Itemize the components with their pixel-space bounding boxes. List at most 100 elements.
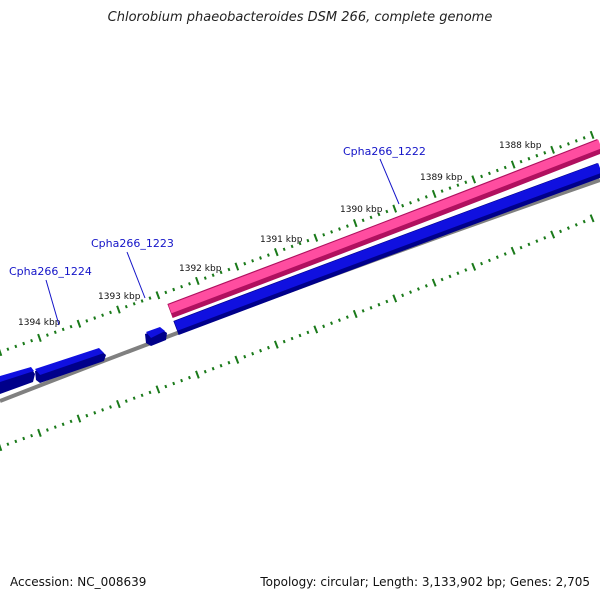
- ruler-minor-tick: [345, 315, 349, 319]
- kbp-label: 1389 kbp: [420, 173, 463, 183]
- ruler-minor-tick: [566, 142, 570, 146]
- kbp-label: 1392 kbp: [179, 264, 222, 274]
- ruler-major-tick: [313, 325, 319, 334]
- genome-title: Chlorobium phaeobacteroides DSM 266, com…: [107, 10, 493, 25]
- ruler-major-tick: [195, 370, 200, 379]
- ruler-minor-tick: [188, 282, 191, 286]
- ruler-minor-tick: [219, 363, 223, 368]
- ruler-major-tick: [431, 189, 437, 199]
- ruler-minor-tick: [337, 318, 341, 322]
- ruler-minor-tick: [409, 290, 413, 294]
- ruler-minor-tick: [45, 333, 49, 337]
- upper-tick-ruler: [0, 130, 595, 357]
- kbp-label: 1390 kbp: [340, 205, 383, 215]
- ruler-minor-tick: [361, 218, 365, 223]
- ruler-minor-tick: [227, 267, 231, 272]
- ruler-minor-tick: [251, 259, 255, 263]
- ruler-minor-tick: [385, 209, 389, 214]
- ruler-minor-tick: [377, 302, 381, 307]
- ruler-minor-tick: [148, 296, 152, 300]
- ruler-minor-tick: [369, 215, 373, 220]
- ruler-minor-tick: [574, 139, 578, 143]
- ruler-minor-tick: [298, 333, 302, 338]
- ruler-major-tick: [0, 348, 3, 357]
- ruler-minor-tick: [219, 270, 223, 275]
- gene-block-cpha266-1223[interactable]: [145, 327, 167, 346]
- ruler-minor-tick: [543, 151, 547, 155]
- ruler-minor-tick: [322, 324, 326, 329]
- ruler-major-tick: [273, 340, 279, 349]
- ruler-major-tick: [313, 233, 319, 242]
- ruler-major-tick: [510, 160, 516, 169]
- ruler-major-tick: [76, 414, 82, 423]
- ruler-major-tick: [37, 428, 42, 437]
- ruler-minor-tick: [53, 330, 57, 335]
- ruler-minor-tick: [282, 247, 286, 252]
- ruler-minor-tick: [172, 381, 176, 386]
- ruler-minor-tick: [440, 277, 444, 282]
- ruler-minor-tick: [464, 268, 468, 272]
- kbp-label: 1388 kbp: [499, 141, 542, 151]
- ruler-minor-tick: [330, 321, 334, 325]
- ruler-minor-tick: [480, 261, 484, 266]
- ruler-minor-tick: [385, 299, 389, 304]
- ruler-minor-tick: [14, 439, 18, 444]
- ruler-major-tick: [273, 248, 279, 257]
- ruler-minor-tick: [203, 276, 207, 280]
- gene-leader-line: [379, 158, 400, 205]
- ruler-minor-tick: [211, 273, 215, 277]
- ruler-minor-tick: [69, 419, 73, 424]
- ruler-minor-tick: [180, 378, 184, 383]
- ruler-major-tick: [510, 246, 516, 255]
- ruler-minor-tick: [456, 271, 460, 275]
- ruler-minor-tick: [282, 339, 286, 344]
- gene-label-cpha266-1224[interactable]: Cpha266_1224: [9, 265, 92, 278]
- ruler-minor-tick: [503, 252, 507, 256]
- ruler-minor-tick: [574, 223, 578, 227]
- ruler-major-tick: [431, 278, 437, 287]
- ruler-minor-tick: [140, 299, 144, 303]
- ruler-major-tick: [352, 309, 358, 319]
- ruler-major-tick: [550, 145, 555, 154]
- kbp-label: 1391 kbp: [260, 235, 303, 245]
- ruler-major-tick: [0, 443, 3, 452]
- gene-block-cpha266-1224[interactable]: [35, 348, 106, 383]
- gene-label-cpha266-1222[interactable]: Cpha266_1222: [343, 145, 426, 158]
- ruler-minor-tick: [377, 212, 381, 217]
- ruler-minor-tick: [330, 230, 334, 234]
- ruler-minor-tick: [369, 306, 373, 310]
- ruler-minor-tick: [535, 153, 539, 158]
- ruler-minor-tick: [22, 436, 26, 441]
- ruler-minor-tick: [582, 219, 586, 224]
- ruler-minor-tick: [164, 290, 168, 295]
- ruler-minor-tick: [266, 345, 270, 350]
- ruler-minor-tick: [416, 198, 420, 202]
- ruler-minor-tick: [519, 245, 523, 250]
- ruler-minor-tick: [416, 287, 420, 291]
- ruler-minor-tick: [401, 293, 405, 298]
- ruler-minor-tick: [290, 336, 294, 341]
- ruler-minor-tick: [93, 316, 97, 320]
- ruler-major-tick: [37, 333, 42, 343]
- ruler-major-tick: [234, 355, 240, 364]
- ruler-minor-tick: [559, 229, 563, 234]
- ruler-minor-tick: [211, 366, 215, 371]
- ruler-major-tick: [589, 130, 595, 140]
- ruler-major-tick: [234, 262, 240, 271]
- ruler-minor-tick: [503, 165, 507, 170]
- ruler-minor-tick: [543, 236, 547, 240]
- ruler-minor-tick: [448, 274, 452, 279]
- ruler-minor-tick: [401, 203, 405, 208]
- gene-block-left-edge[interactable]: [0, 367, 35, 394]
- ruler-minor-tick: [187, 375, 191, 380]
- ruler-major-tick: [116, 399, 121, 409]
- ruler-minor-tick: [306, 330, 310, 335]
- ruler-minor-tick: [527, 156, 531, 161]
- ruler-minor-tick: [140, 393, 144, 398]
- ruler-minor-tick: [30, 338, 34, 343]
- ruler-minor-tick: [259, 348, 263, 353]
- ruler-minor-tick: [361, 309, 365, 313]
- gene-label-cpha266-1223[interactable]: Cpha266_1223: [91, 237, 174, 250]
